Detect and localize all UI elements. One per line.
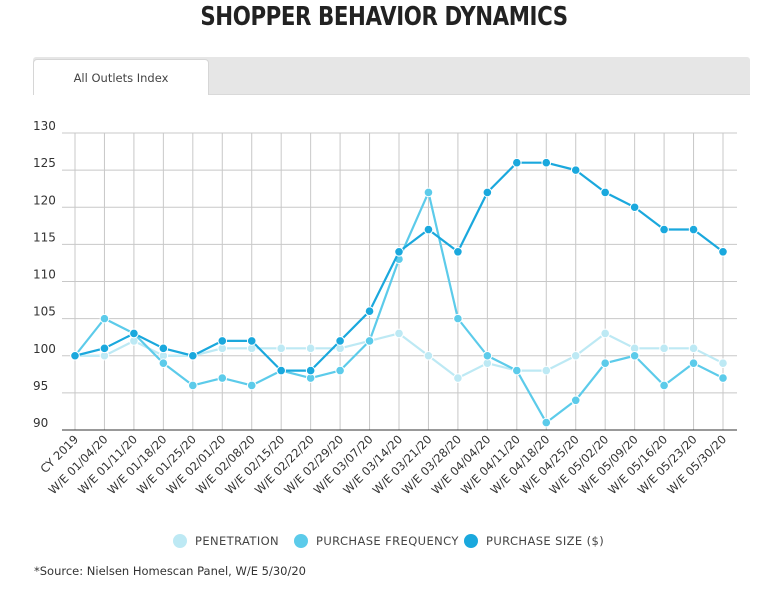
- legend-marker: [173, 534, 187, 548]
- data-point: [217, 336, 228, 346]
- legend-label: PURCHASE SIZE ($): [486, 534, 604, 548]
- data-point: [276, 343, 286, 354]
- y-tick-label: 125: [33, 156, 56, 170]
- legend-item: PENETRATION: [173, 534, 279, 548]
- legend-item: PURCHASE FREQUENCY: [294, 534, 459, 548]
- data-point: [158, 343, 169, 354]
- data-point: [600, 187, 610, 198]
- data-point: [423, 350, 434, 361]
- data-point: [364, 306, 375, 317]
- data-point: [570, 395, 581, 406]
- data-point: [217, 373, 228, 383]
- data-point: [482, 187, 493, 198]
- data-point: [718, 247, 728, 257]
- data-point: [659, 343, 669, 354]
- data-point: [158, 358, 169, 368]
- tab-divider: [209, 94, 750, 95]
- data-point: [129, 328, 139, 339]
- data-point: [246, 336, 257, 346]
- data-point: [659, 380, 669, 391]
- data-point: [718, 373, 728, 383]
- source-note: *Source: Nielsen Homescan Panel, W/E 5/3…: [34, 564, 306, 578]
- data-point: [70, 350, 80, 361]
- data-point: [423, 187, 434, 198]
- data-point: [394, 328, 404, 339]
- y-tick-label: 130: [33, 119, 56, 133]
- data-point: [246, 380, 257, 391]
- data-point: [188, 350, 198, 361]
- y-tick-label: 110: [33, 268, 56, 282]
- data-point: [482, 350, 493, 361]
- data-point: [600, 328, 610, 339]
- data-point: [512, 365, 522, 376]
- chart-title: SHOPPER BEHAVIOR DYNAMICS: [200, 2, 568, 32]
- tab-bar: All Outlets Index: [33, 57, 750, 95]
- y-tick-label: 105: [33, 305, 56, 319]
- grid-lines: [62, 132, 737, 431]
- data-point: [453, 313, 463, 324]
- legend-label: PURCHASE FREQUENCY: [316, 534, 459, 548]
- legend-marker: [464, 534, 478, 548]
- data-point: [541, 417, 552, 428]
- data-point: [600, 358, 610, 368]
- data-point: [276, 365, 286, 376]
- data-point: [629, 202, 640, 213]
- data-point: [541, 157, 552, 168]
- data-point: [541, 365, 552, 376]
- data-point: [570, 165, 581, 175]
- data-point: [99, 313, 110, 324]
- data-point: [99, 343, 110, 354]
- data-point: [188, 380, 198, 391]
- legend: PENETRATION PURCHASE FREQUENCY PURCHASE SI…: [173, 534, 604, 548]
- y-tick-label: 120: [33, 193, 56, 207]
- series-purchase-size: [70, 157, 728, 376]
- y-axis-tick-labels: 90 95 100 105 110 115 120 125 130: [33, 119, 56, 430]
- data-point: [335, 336, 345, 346]
- data-point: [305, 365, 316, 376]
- data-point: [423, 224, 434, 235]
- legend-item: PURCHASE SIZE ($): [464, 534, 604, 548]
- data-point: [688, 358, 699, 368]
- data-point: [364, 336, 375, 346]
- y-tick-label: 115: [33, 230, 56, 244]
- data-point: [305, 343, 316, 354]
- data-point: [394, 247, 404, 257]
- series-penetration: [70, 328, 728, 383]
- data-point: [659, 224, 669, 235]
- y-tick-label: 100: [33, 342, 56, 356]
- data-point: [629, 350, 640, 361]
- data-point: [453, 247, 463, 257]
- data-point: [570, 350, 581, 361]
- data-point: [335, 365, 345, 376]
- legend-marker: [294, 534, 308, 548]
- data-point: [688, 343, 699, 354]
- tab-all-outlets-index[interactable]: All Outlets Index: [33, 59, 209, 95]
- data-point: [718, 358, 728, 368]
- data-point: [512, 157, 522, 168]
- legend-label: PENETRATION: [195, 534, 279, 548]
- data-point: [688, 224, 699, 235]
- y-tick-label: 90: [33, 416, 48, 430]
- data-point: [453, 373, 463, 383]
- y-tick-label: 95: [33, 379, 48, 393]
- series-group: [70, 157, 728, 428]
